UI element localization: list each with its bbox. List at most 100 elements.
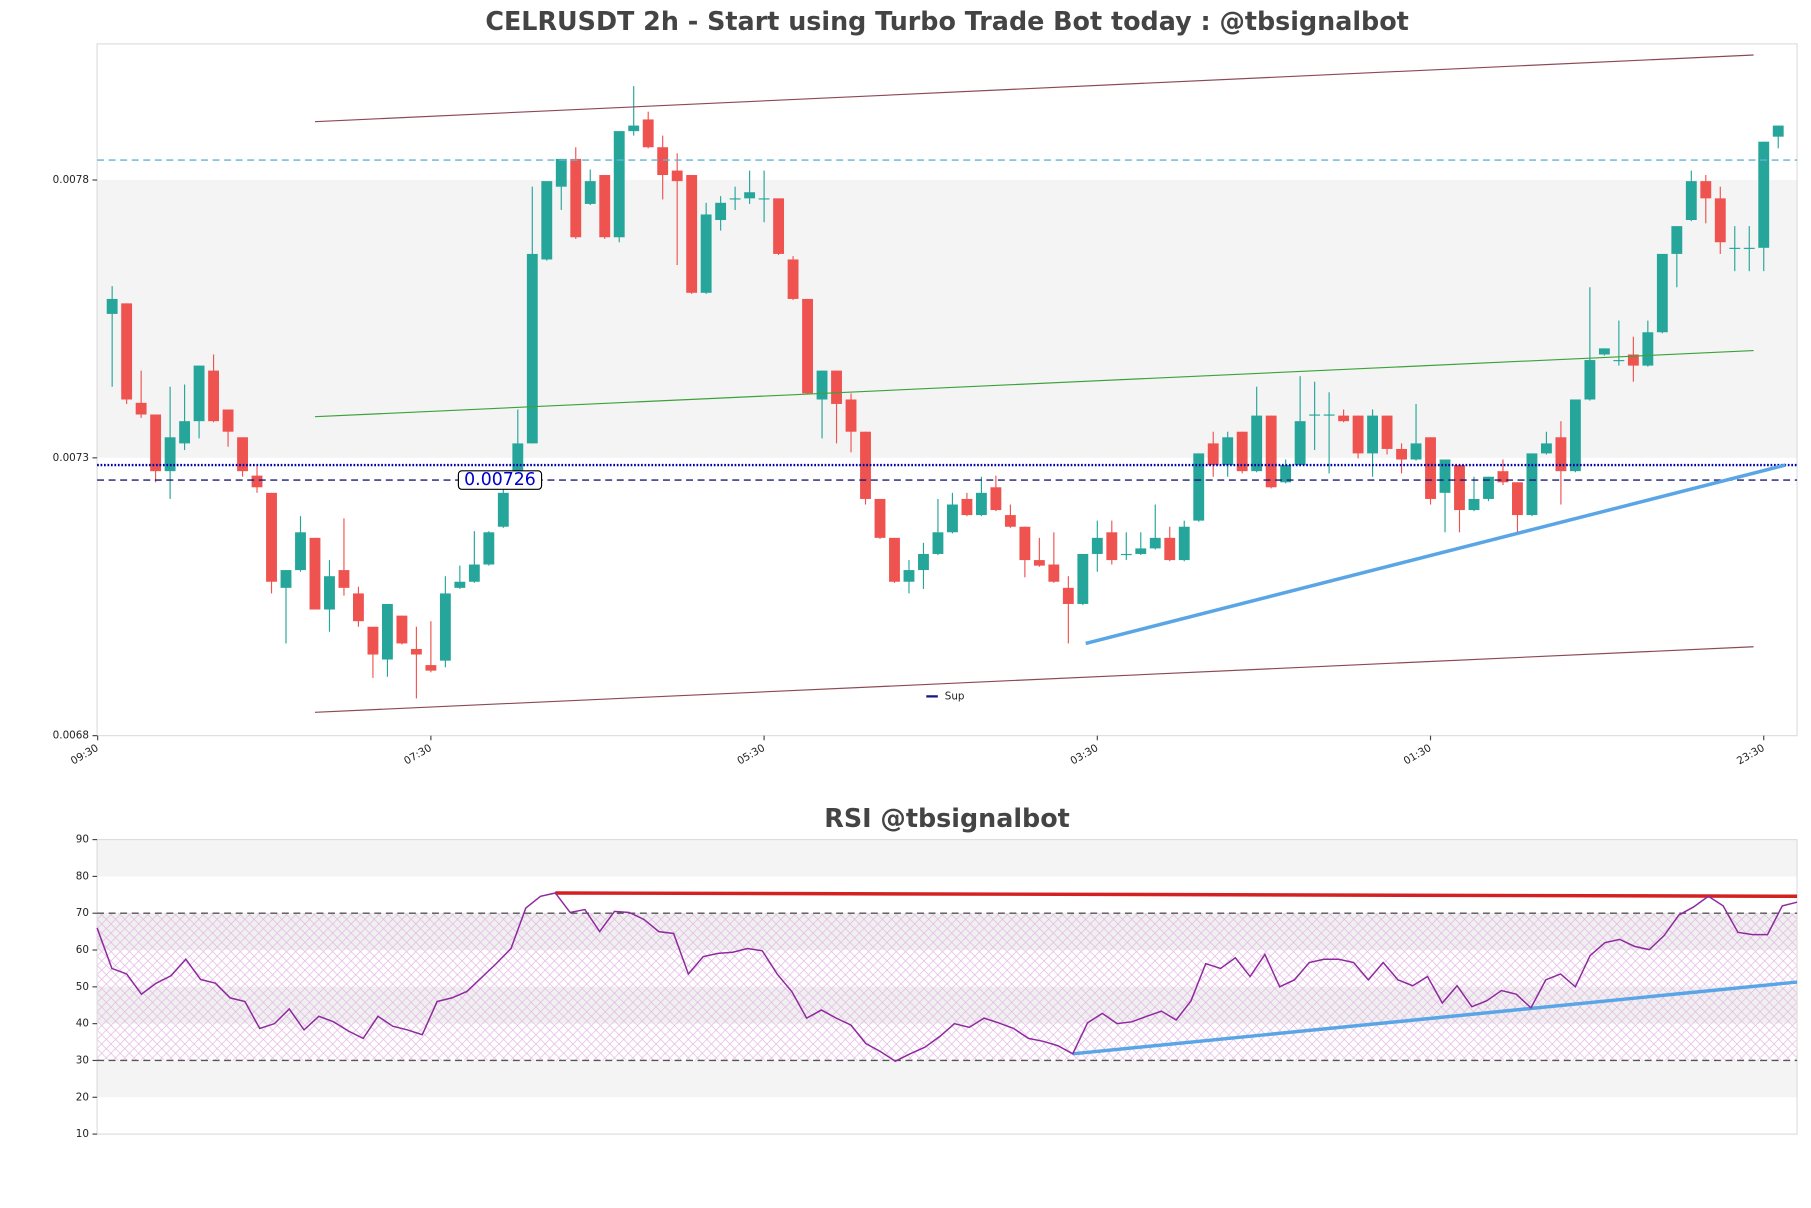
trend-line bbox=[1085, 463, 1786, 646]
candle-body bbox=[802, 298, 813, 394]
candle-body bbox=[1120, 553, 1132, 556]
trend-line bbox=[314, 350, 1754, 418]
candle-body bbox=[1512, 482, 1523, 516]
candle-body bbox=[1077, 553, 1089, 604]
candle-body bbox=[1526, 453, 1538, 516]
candle-body bbox=[599, 175, 611, 238]
candle-body bbox=[1352, 415, 1364, 454]
candle-body bbox=[164, 437, 176, 472]
candle-body bbox=[1410, 443, 1422, 460]
candle-body bbox=[367, 626, 379, 655]
candle-body bbox=[1685, 181, 1697, 221]
rsi-line bbox=[96, 892, 1798, 1063]
candle-body bbox=[671, 170, 683, 182]
candle-body bbox=[280, 570, 292, 588]
zone bbox=[97, 1060, 1798, 1098]
candle-body bbox=[816, 370, 828, 400]
candle-body bbox=[1004, 515, 1016, 527]
candle-body bbox=[1584, 360, 1596, 400]
candle-body bbox=[1569, 399, 1581, 472]
candle-body bbox=[1381, 415, 1393, 449]
candle-body bbox=[179, 421, 191, 444]
candle-body bbox=[1758, 141, 1770, 248]
candle-body bbox=[700, 214, 712, 293]
candle-body bbox=[1627, 354, 1639, 366]
candle-body bbox=[1019, 526, 1031, 561]
y-tick-label: 70 bbox=[76, 907, 89, 919]
candle-body bbox=[439, 593, 451, 661]
candle-body bbox=[860, 431, 871, 499]
candle-body bbox=[975, 492, 987, 516]
candle-body bbox=[251, 475, 263, 488]
candle-body bbox=[1656, 253, 1668, 333]
candle-body bbox=[309, 537, 321, 610]
zone bbox=[97, 180, 1798, 458]
candle-body bbox=[1280, 465, 1292, 483]
candle-body bbox=[1671, 226, 1683, 254]
y-tick-label: 0.0078 bbox=[53, 174, 89, 186]
candle-body bbox=[1178, 526, 1190, 561]
y-tick-label: 50 bbox=[76, 981, 89, 993]
candle-body bbox=[686, 175, 698, 293]
candle-body bbox=[990, 487, 1002, 511]
candle-body bbox=[1062, 587, 1074, 604]
trend-line bbox=[314, 646, 1754, 713]
candle-body bbox=[1164, 537, 1176, 561]
candle-body bbox=[468, 564, 480, 582]
candle-body bbox=[831, 370, 842, 404]
candle-body bbox=[483, 532, 495, 565]
candle-body bbox=[1367, 415, 1379, 454]
candle-body bbox=[1613, 360, 1625, 362]
candle-body bbox=[237, 437, 248, 472]
candle-body bbox=[1642, 332, 1654, 366]
candle-body bbox=[787, 259, 799, 299]
candle-body bbox=[947, 504, 958, 533]
candle-body bbox=[758, 198, 770, 200]
candle-body bbox=[1729, 247, 1741, 249]
candle-body bbox=[1497, 471, 1509, 483]
candle-body bbox=[150, 414, 162, 472]
candle-body bbox=[584, 181, 596, 204]
candle-body bbox=[1236, 431, 1248, 472]
line-label: 0.00726 bbox=[464, 470, 536, 490]
trend-line bbox=[1072, 980, 1798, 1056]
candle-body bbox=[555, 158, 567, 187]
candle-body bbox=[425, 665, 437, 671]
candle-body bbox=[324, 576, 335, 610]
candle-body bbox=[1135, 548, 1147, 554]
candle-body bbox=[642, 119, 654, 148]
candle-body bbox=[353, 593, 364, 622]
candle-body bbox=[1222, 437, 1234, 466]
candle-body bbox=[744, 192, 756, 199]
candle-body bbox=[1106, 532, 1118, 561]
y-tick-label: 90 bbox=[76, 834, 89, 846]
candle-body bbox=[1468, 498, 1480, 511]
candle-body bbox=[1714, 198, 1726, 243]
candle-body bbox=[1323, 414, 1335, 416]
candle-body bbox=[1265, 415, 1277, 488]
candle-body bbox=[729, 198, 741, 200]
candle-body bbox=[541, 181, 553, 260]
candle-body bbox=[1700, 181, 1712, 199]
candle-body bbox=[1555, 437, 1567, 472]
candle-body bbox=[266, 492, 277, 582]
candle-body bbox=[1483, 476, 1494, 499]
candle-body bbox=[773, 198, 785, 254]
candle-body bbox=[903, 570, 915, 582]
candle-body bbox=[454, 581, 466, 588]
candle-body bbox=[1598, 348, 1610, 355]
candle-body bbox=[410, 648, 422, 655]
candle-body bbox=[381, 603, 393, 660]
candle-body bbox=[1048, 564, 1060, 582]
y-tick-label: 80 bbox=[76, 870, 89, 882]
candle-body bbox=[1251, 415, 1263, 472]
candle-body bbox=[1091, 537, 1103, 554]
candle-body bbox=[570, 158, 582, 238]
candle-body bbox=[961, 498, 973, 516]
candle-body bbox=[1193, 453, 1205, 521]
zone bbox=[97, 839, 1798, 877]
candle-body bbox=[889, 537, 900, 582]
y-tick-label: 40 bbox=[76, 1018, 89, 1030]
